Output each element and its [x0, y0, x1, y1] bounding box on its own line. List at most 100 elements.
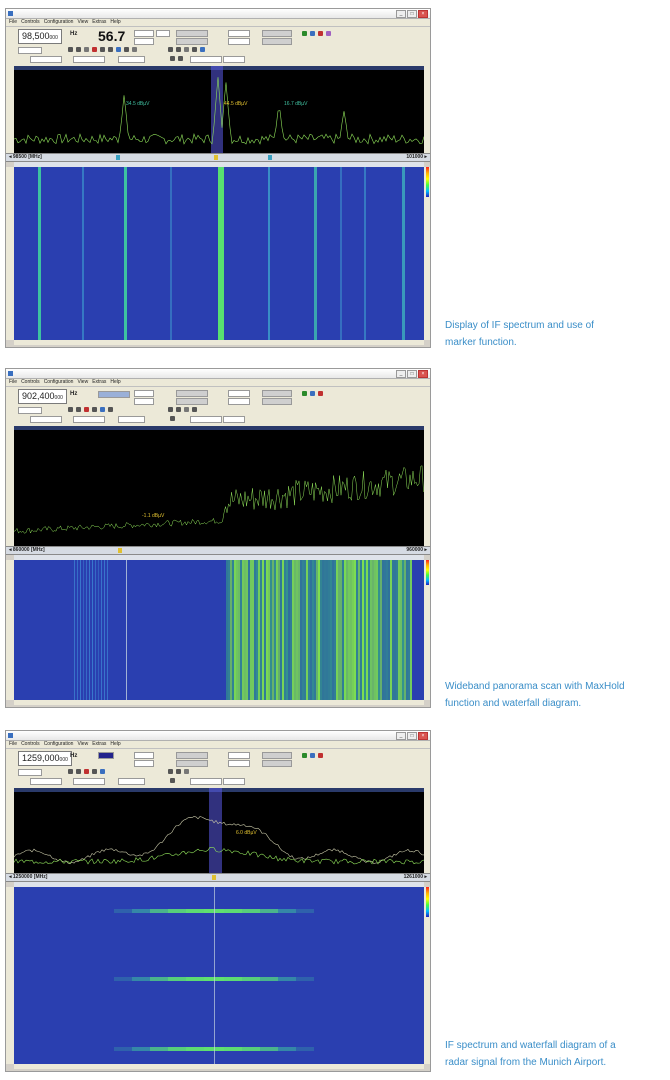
tool-icon-10[interactable]	[192, 407, 197, 412]
play-icon[interactable]	[310, 391, 315, 396]
tool-icon-2[interactable]	[76, 407, 81, 412]
settings-icon[interactable]	[178, 56, 183, 61]
frequency-display[interactable]: 902,400000	[18, 389, 67, 404]
tool-icon-11[interactable]	[176, 47, 181, 52]
waterfall-display[interactable]	[14, 887, 424, 1064]
menu-file[interactable]: File	[9, 19, 18, 25]
audio-select[interactable]	[223, 416, 245, 423]
record-icon[interactable]	[302, 391, 307, 396]
menu-configuration[interactable]: Configuration	[43, 741, 74, 747]
close-button[interactable]: ×	[418, 10, 428, 18]
start-freq-field[interactable]	[30, 56, 62, 63]
tool-icon-5[interactable]	[100, 407, 105, 412]
tool-icon-6[interactable]	[168, 769, 173, 774]
minimize-button[interactable]: _	[396, 10, 406, 18]
frequency-display[interactable]: 98,500000	[18, 29, 62, 44]
save-icon[interactable]	[170, 778, 175, 783]
play-icon[interactable]	[310, 753, 315, 758]
spectrum-display[interactable]: -1.1 dBµV	[14, 426, 424, 546]
step-freq-field[interactable]	[118, 778, 145, 785]
volume-slider[interactable]	[262, 752, 292, 759]
volume-slider[interactable]	[262, 30, 292, 37]
step-field[interactable]	[18, 769, 42, 776]
save-icon[interactable]	[170, 56, 175, 61]
maximize-button[interactable]: □	[407, 370, 417, 378]
squelch-slider[interactable]	[176, 752, 208, 759]
bandwidth-select[interactable]	[134, 760, 154, 767]
tool-icon-4[interactable]	[92, 407, 97, 412]
rf-slider[interactable]	[262, 760, 292, 767]
tool-icon-1[interactable]	[68, 769, 73, 774]
menu-controls[interactable]: Controls	[21, 741, 40, 747]
step-select[interactable]	[228, 760, 250, 767]
tool-icon-6[interactable]	[108, 47, 113, 52]
tool-icon-4[interactable]	[92, 769, 97, 774]
menu-controls[interactable]: Controls	[21, 19, 40, 25]
marker-tab-2[interactable]	[214, 155, 218, 160]
step-field[interactable]	[18, 47, 42, 54]
menu-help[interactable]: Help	[110, 19, 121, 25]
marker-tab-1[interactable]	[212, 875, 216, 880]
record-icon[interactable]	[302, 31, 307, 36]
gain-slider[interactable]	[176, 760, 208, 767]
mode-select[interactable]	[134, 390, 154, 397]
minimize-button[interactable]: _	[396, 370, 406, 378]
menu-configuration[interactable]: Configuration	[43, 379, 74, 385]
stop-freq-field[interactable]	[73, 56, 105, 63]
tool-icon-8[interactable]	[184, 769, 189, 774]
bandwidth-select[interactable]	[134, 398, 154, 405]
step-select[interactable]	[228, 38, 250, 45]
scan-icon[interactable]	[326, 31, 331, 36]
squelch-slider[interactable]	[176, 30, 208, 37]
play-icon[interactable]	[310, 31, 315, 36]
frequency-display[interactable]: 1259,000000	[18, 751, 72, 766]
audio-select[interactable]	[223, 778, 245, 785]
waterfall-display[interactable]	[14, 167, 424, 340]
mode-select[interactable]	[134, 30, 154, 37]
step-select[interactable]	[228, 398, 250, 405]
tool-icon-7[interactable]	[176, 769, 181, 774]
step-freq-field[interactable]	[118, 56, 145, 63]
rf-slider[interactable]	[262, 38, 292, 45]
tool-icon-8[interactable]	[176, 407, 181, 412]
rf-slider[interactable]	[262, 398, 292, 405]
close-button[interactable]: ×	[418, 370, 428, 378]
start-freq-field[interactable]	[30, 778, 62, 785]
mode-select[interactable]	[134, 752, 154, 759]
marker-tab-3[interactable]	[268, 155, 272, 160]
marker-tab-1[interactable]	[116, 155, 120, 160]
tool-icon-1[interactable]	[68, 47, 73, 52]
menu-help[interactable]: Help	[110, 379, 121, 385]
device-select[interactable]	[190, 56, 222, 63]
tool-icon-3[interactable]	[84, 769, 89, 774]
span-select[interactable]	[228, 390, 250, 397]
audio-select[interactable]	[223, 56, 245, 63]
maximize-button[interactable]: □	[407, 10, 417, 18]
menu-extras[interactable]: Extras	[92, 741, 107, 747]
gain-slider[interactable]	[176, 398, 208, 405]
tool-icon-2[interactable]	[76, 769, 81, 774]
tool-icon-13[interactable]	[192, 47, 197, 52]
menu-extras[interactable]: Extras	[92, 379, 107, 385]
spectrum-display[interactable]: 34.5 dBµV 44.5 dBµV 16.7 dBµV	[14, 66, 424, 153]
tool-icon-1[interactable]	[68, 407, 73, 412]
step-freq-field[interactable]	[118, 416, 145, 423]
step-field[interactable]	[18, 407, 42, 414]
menu-view[interactable]: View	[77, 379, 89, 385]
stop-icon[interactable]	[318, 31, 323, 36]
record-icon[interactable]	[302, 753, 307, 758]
stop-icon[interactable]	[318, 753, 323, 758]
bandwidth-select[interactable]	[134, 38, 154, 45]
marker-tab-1[interactable]	[118, 548, 122, 553]
tool-icon-3[interactable]	[84, 407, 89, 412]
tool-icon-7[interactable]	[116, 47, 121, 52]
menu-configuration[interactable]: Configuration	[43, 19, 74, 25]
tool-icon-5[interactable]	[100, 769, 105, 774]
tool-icon-14[interactable]	[200, 47, 205, 52]
attenuator-select[interactable]	[156, 30, 170, 37]
tool-icon-2[interactable]	[76, 47, 81, 52]
menu-help[interactable]: Help	[110, 741, 121, 747]
close-button[interactable]: ×	[418, 732, 428, 740]
volume-slider[interactable]	[262, 390, 292, 397]
squelch-slider[interactable]	[176, 390, 208, 397]
